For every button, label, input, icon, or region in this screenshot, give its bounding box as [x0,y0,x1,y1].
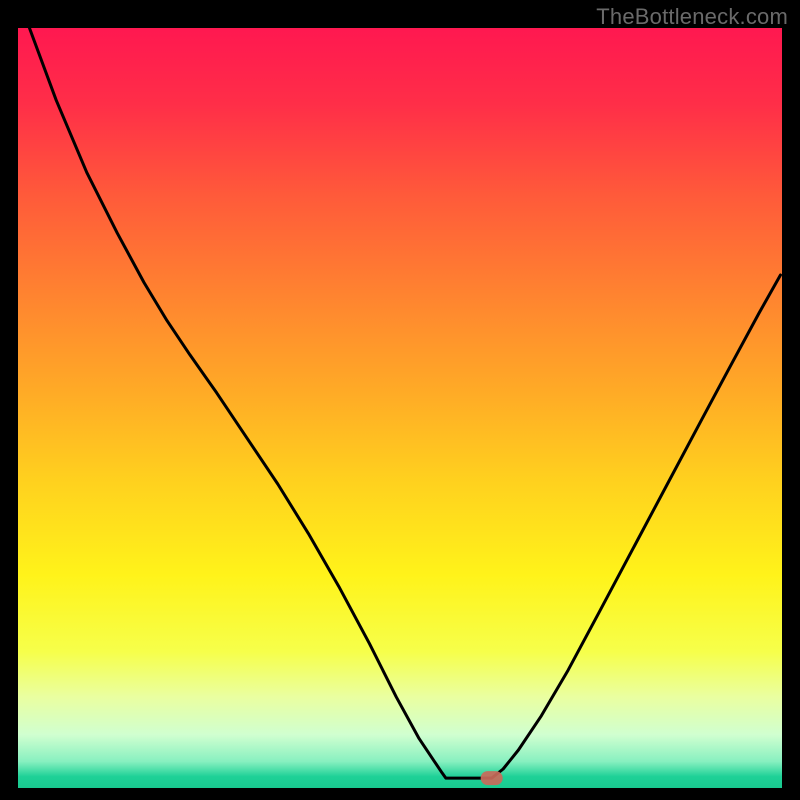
optimum-marker [481,771,503,785]
chart-container: TheBottleneck.com [0,0,800,800]
plot-background [18,28,782,788]
bottleneck-curve-plot [0,0,800,800]
